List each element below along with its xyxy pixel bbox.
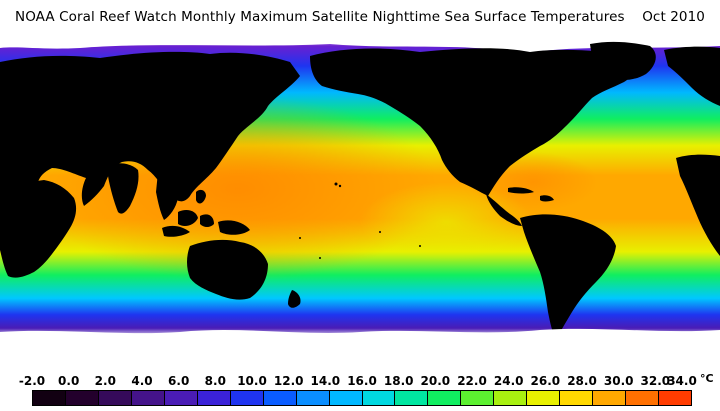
legend-tick-label: 26.0 [530,374,561,388]
colorbar-swatch [329,391,363,405]
central-america-landmass [486,194,522,226]
antarctica-landmass [0,328,720,368]
legend-tick-label: 22.0 [457,374,487,388]
legend-tick-label: 18.0 [383,374,414,388]
legend-tick-label: 30.0 [603,374,634,388]
colorbar-swatch [461,391,495,405]
colorbar-swatch [593,391,627,405]
legend-tick-label: 32.0 [640,374,671,388]
legend-tick-label: 24.0 [493,374,524,388]
legend-tick-label: 8.0 [204,374,226,388]
colorbar-swatch [230,391,264,405]
sst-map-svg [0,36,720,368]
eurasia-africa-landmass [0,51,300,207]
colorbar-swatch [428,391,462,405]
colorbar-swatch [395,391,429,405]
australia-landmass [187,239,268,300]
legend-unit-label: °C [700,372,714,385]
colorbar-swatch [560,391,594,405]
colorbar-swatch [98,391,132,405]
japan-islands [217,112,235,150]
colorbar-swatch [263,391,297,405]
india-landmass [108,163,139,214]
map-title: NOAA Coral Reef Watch Monthly Maximum Sa… [15,9,705,25]
indonesia-islands [162,189,250,237]
new-zealand-islands [288,290,301,308]
africa-landmass [0,180,77,278]
indochina-landmass [156,172,178,220]
colorbar [32,390,692,406]
legend-tick-label: 28.0 [567,374,597,388]
colorbar-swatch [659,391,692,405]
arctic-ice [0,36,720,54]
legend-tick-label: 6.0 [168,374,190,388]
legend-tick-label: 2.0 [94,374,116,388]
colorbar-swatch [197,391,231,405]
temperature-colorbar-legend: -2.0 0.0 2.0 4.0 6.0 8.0 10.0 12.0 14.0 … [0,370,720,411]
colorbar-swatch [296,391,330,405]
sst-world-map [0,36,720,368]
south-america-landmass [520,214,616,340]
pacific-islands [299,182,421,259]
colorbar-swatch [33,391,66,405]
legend-tick-label: 12.0 [273,374,304,388]
legend-tick-label: 16.0 [347,374,377,388]
caribbean-islands [508,187,554,202]
colorbar-swatch [65,391,99,405]
legend-tick-label: 14.0 [310,374,341,388]
colorbar-swatch [494,391,528,405]
europe-landmass [664,46,720,106]
legend-tick-label: 0.0 [58,374,80,388]
legend-tick-label: 34.0 [667,374,697,388]
legend-tick-label: 4.0 [131,374,153,388]
legend-tick-label: -2.0 [18,374,46,388]
legend-tick-label: 20.0 [420,374,451,388]
greenland-landmass [590,41,656,81]
colorbar-swatch [362,391,396,405]
colorbar-swatch [626,391,660,405]
north-america-landmass [310,48,636,196]
colorbar-swatch [131,391,165,405]
legend-tick-label: 10.0 [237,374,267,388]
colorbar-swatch [164,391,198,405]
colorbar-swatch [527,391,561,405]
west-africa-landmass [676,154,720,256]
